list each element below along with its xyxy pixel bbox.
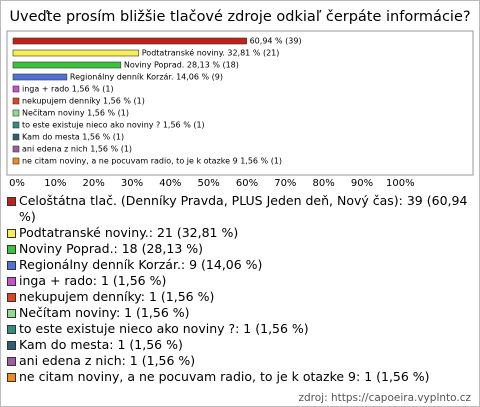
legend-label: Kam do mesta: 1 (1,56 %) bbox=[19, 337, 183, 352]
bar bbox=[12, 145, 20, 153]
x-tick-label: 60% bbox=[236, 178, 258, 189]
bar bbox=[12, 73, 68, 81]
legend-swatch bbox=[7, 277, 16, 286]
legend-label: Podtatranské noviny.: 21 (32,81 %) bbox=[19, 225, 239, 240]
legend-swatch bbox=[7, 245, 16, 254]
x-tick-label: 40% bbox=[159, 178, 181, 189]
value-label: nekupujem denníky 1,56 % (1) bbox=[22, 97, 145, 106]
bar bbox=[12, 109, 20, 117]
legend: Celoštátna tlač. (Denníky Pravda, PLUS J… bbox=[7, 193, 473, 385]
legend-label: to este existuje nieco ako noviny ?: 1 (… bbox=[19, 321, 309, 336]
bar bbox=[12, 157, 20, 165]
legend-label: nekupujem denníky: 1 (1,56 %) bbox=[19, 289, 215, 304]
bar bbox=[12, 133, 20, 141]
chart-title: Uveďte prosím bližšie tlačové zdroje odk… bbox=[9, 9, 470, 25]
legend-swatch bbox=[7, 229, 16, 238]
legend-label: Celoštátna tlač. (Denníky Pravda, PLUS J… bbox=[19, 193, 468, 224]
legend-swatch bbox=[7, 197, 16, 206]
legend-swatch bbox=[7, 293, 16, 302]
legend-swatch bbox=[7, 373, 16, 382]
legend-item: ani edena z nich: 1 (1,56 %) bbox=[7, 353, 473, 369]
legend-swatch bbox=[7, 309, 16, 318]
x-tick-label: 0% bbox=[9, 178, 25, 189]
legend-item: Celoštátna tlač. (Denníky Pravda, PLUS J… bbox=[7, 193, 473, 225]
x-tick-label: 20% bbox=[83, 178, 105, 189]
chart: Uveďte prosím bližšie tlačové zdroje odk… bbox=[6, 9, 474, 189]
legend-item: to este existuje nieco ako noviny ?: 1 (… bbox=[7, 321, 473, 337]
value-label: Nečítam noviny 1,56 % (1) bbox=[22, 108, 129, 118]
x-tick-label: 90% bbox=[351, 178, 373, 189]
legend-item: Podtatranské noviny.: 21 (32,81 %) bbox=[7, 225, 473, 241]
legend-item: inga + rado: 1 (1,56 %) bbox=[7, 273, 473, 289]
value-label: Noviny Poprad. 28,13 % (18) bbox=[124, 61, 239, 70]
x-tick-label: 100% bbox=[386, 178, 415, 189]
bar bbox=[12, 121, 20, 129]
legend-label: ani edena z nich: 1 (1,56 %) bbox=[19, 353, 196, 368]
bar bbox=[12, 97, 20, 105]
x-tick-label: 70% bbox=[274, 178, 296, 189]
legend-label: inga + rado: 1 (1,56 %) bbox=[19, 273, 167, 288]
value-label: ani edena z nich 1,56 % (1) bbox=[22, 145, 132, 154]
value-label: 60,94 % (39) bbox=[250, 37, 302, 46]
legend-swatch bbox=[7, 325, 16, 334]
legend-item: ne citam noviny, a ne pocuvam radio, to … bbox=[7, 369, 473, 385]
value-label: inga + rado 1,56 % (1) bbox=[22, 85, 114, 94]
legend-item: Regionálny denník Korzár.: 9 (14,06 %) bbox=[7, 257, 473, 273]
value-label: to este existuje nieco ako noviny ? 1,56… bbox=[22, 121, 205, 130]
bar bbox=[12, 61, 122, 69]
value-label: Kam do mesta 1,56 % (1) bbox=[22, 133, 124, 142]
legend-item: Nečítam noviny: 1 (1,56 %) bbox=[7, 305, 473, 321]
x-tick-label: 30% bbox=[121, 178, 143, 189]
x-tick-label: 10% bbox=[44, 178, 66, 189]
bar bbox=[12, 85, 20, 93]
legend-swatch bbox=[7, 357, 16, 366]
legend-item: Kam do mesta: 1 (1,56 %) bbox=[7, 337, 473, 353]
x-tick-label: 80% bbox=[313, 178, 335, 189]
legend-item: Noviny Poprad.: 18 (28,13 %) bbox=[7, 241, 473, 257]
x-tick-label: 50% bbox=[198, 178, 220, 189]
legend-swatch bbox=[7, 261, 16, 270]
value-label: ne citam noviny, a ne pocuvam radio, to … bbox=[22, 157, 282, 166]
legend-item: nekupujem denníky: 1 (1,56 %) bbox=[7, 289, 473, 305]
value-label: Podtatranské noviny. 32,81 % (21) bbox=[142, 48, 280, 58]
value-label: Regionálny denník Korzár. 14,06 % (9) bbox=[70, 73, 223, 82]
legend-label: Regionálny denník Korzár.: 9 (14,06 %) bbox=[19, 257, 263, 272]
bar bbox=[12, 37, 247, 45]
bar bbox=[12, 49, 140, 57]
source: zdroj: https://capoeira.vyplnto.cz bbox=[298, 392, 471, 404]
legend-label: Noviny Poprad.: 18 (28,13 %) bbox=[19, 241, 203, 256]
legend-swatch bbox=[7, 341, 16, 350]
legend-label: Nečítam noviny: 1 (1,56 %) bbox=[19, 305, 190, 320]
legend-label: ne citam noviny, a ne pocuvam radio, to … bbox=[19, 369, 430, 384]
